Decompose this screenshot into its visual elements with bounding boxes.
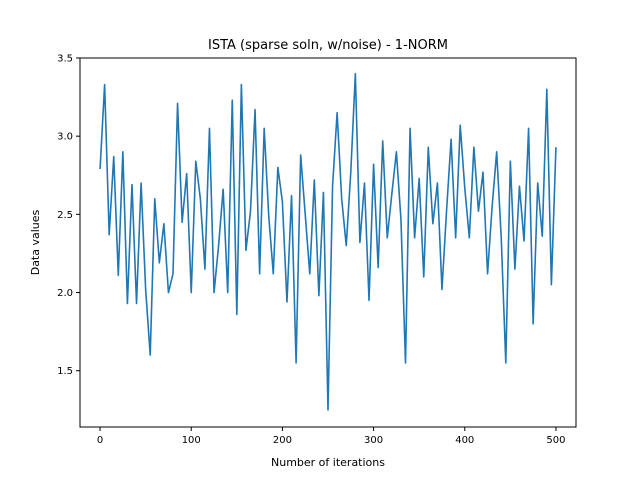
x-tick-label: 0	[97, 435, 103, 446]
series-line	[99, 72, 557, 411]
x-axis: 0 100 200 300 400 500	[97, 427, 565, 446]
y-axis: 1.5 2.0 2.5 3.0 3.5	[57, 54, 80, 377]
y-axis-label: Data values	[29, 209, 42, 275]
x-tick-label: 300	[364, 435, 383, 446]
y-tick-label: 1.5	[57, 366, 73, 377]
x-tick-label: 500	[546, 435, 565, 446]
plot-area	[99, 72, 557, 411]
x-axis-label: Number of iterations	[271, 456, 385, 469]
y-tick-label: 3.5	[57, 54, 73, 65]
y-tick-label: 2.0	[57, 288, 73, 299]
x-tick-label: 200	[273, 435, 292, 446]
y-tick-label: 2.5	[57, 210, 73, 221]
x-tick-label: 400	[455, 435, 474, 446]
plot-frame	[79, 57, 577, 428]
chart-title: ISTA (sparse soln, w/noise) - 1-NORM	[208, 38, 448, 53]
y-tick-label: 3.0	[57, 132, 73, 143]
x-tick-label: 100	[182, 435, 201, 446]
